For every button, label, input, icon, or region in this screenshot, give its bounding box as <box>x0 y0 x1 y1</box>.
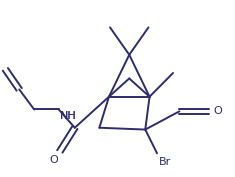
Text: NH: NH <box>60 111 77 121</box>
Text: Br: Br <box>159 157 171 167</box>
Text: O: O <box>214 106 222 116</box>
Text: NH: NH <box>60 111 77 121</box>
Text: O: O <box>49 155 58 165</box>
